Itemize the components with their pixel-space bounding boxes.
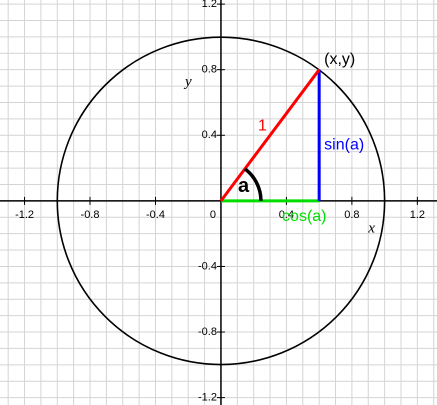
- x-tick-label: 0.4: [279, 209, 294, 221]
- cosine-label: cos(a): [282, 208, 326, 225]
- y-tick-label: -0.8: [198, 326, 217, 338]
- y-tick-label: -1.2: [198, 392, 217, 404]
- y-tick-label: -0.4: [198, 260, 217, 272]
- x-axis-label: x: [367, 220, 375, 236]
- point-label: (x,y): [324, 51, 355, 68]
- sine-label: sin(a): [324, 136, 364, 153]
- y-tick-label: 1.2: [202, 0, 217, 10]
- angle-arc: [243, 167, 263, 201]
- x-tick-label: -0.4: [146, 209, 165, 221]
- radius-label: 1: [258, 117, 267, 134]
- x-tick-label: 1.2: [410, 209, 425, 221]
- y-tick-label: 0.4: [202, 129, 217, 141]
- y-axis-label: y: [183, 74, 192, 90]
- hypotenuse: [219, 68, 321, 202]
- x-tick-label: -0.8: [81, 209, 100, 221]
- unit-circle: [56, 36, 386, 366]
- y-tick-label: 0.8: [202, 64, 217, 76]
- angle-label: a: [238, 175, 250, 197]
- x-tick-label: 0: [210, 209, 216, 221]
- x-tick-label: -1.2: [15, 209, 34, 221]
- x-tick-label: 0.8: [344, 209, 359, 221]
